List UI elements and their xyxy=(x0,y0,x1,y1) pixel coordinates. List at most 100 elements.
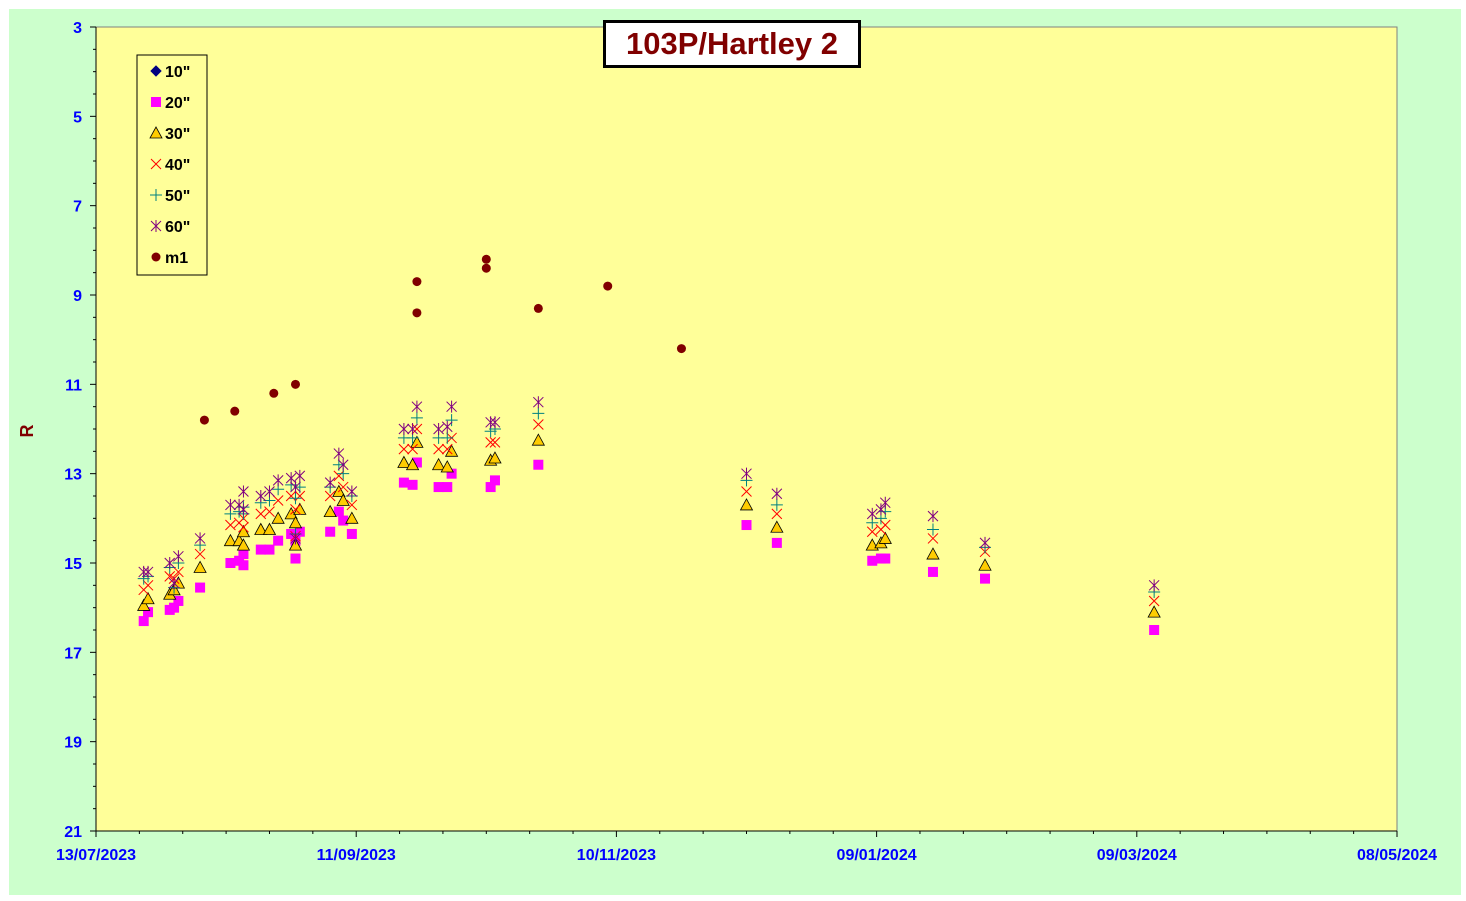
x-marker-stroke xyxy=(173,566,184,578)
data-point xyxy=(440,460,454,473)
data-point xyxy=(285,490,297,502)
data-point xyxy=(271,511,285,524)
legend-item: m1 xyxy=(151,250,188,267)
data-point xyxy=(433,443,444,455)
y-tick-label: 5 xyxy=(73,109,82,126)
data-point xyxy=(879,496,891,509)
data-point xyxy=(323,504,337,518)
data-point xyxy=(333,506,344,517)
data-point xyxy=(137,598,151,611)
data-point xyxy=(238,503,249,516)
data-point xyxy=(193,560,207,573)
data-point xyxy=(441,443,453,455)
data-point xyxy=(980,573,991,584)
data-point xyxy=(481,263,491,273)
x-marker-stroke xyxy=(238,521,249,533)
data-point xyxy=(238,485,249,498)
data-point xyxy=(1147,605,1161,618)
data-point xyxy=(337,481,349,493)
x-marker-stroke xyxy=(771,508,783,520)
data-point xyxy=(143,607,154,618)
x-marker-stroke xyxy=(485,437,496,448)
data-point xyxy=(407,443,418,455)
plot-area xyxy=(95,26,1398,832)
series-50-points xyxy=(137,407,1161,599)
data-point xyxy=(411,423,423,435)
x-marker-stroke xyxy=(194,548,206,560)
x-tick-label: 09/01/2024 xyxy=(837,847,917,864)
data-point xyxy=(173,550,184,563)
legend-label: m1 xyxy=(165,250,188,267)
data-point xyxy=(225,558,236,568)
data-point xyxy=(398,443,410,455)
y-tick-label: 19 xyxy=(64,735,82,752)
data-point xyxy=(264,544,275,555)
x-marker-stroke xyxy=(411,423,423,435)
x-marker-stroke xyxy=(879,519,891,531)
data-point xyxy=(875,503,887,516)
legend-item: 50" xyxy=(150,188,190,205)
legend-label: 30" xyxy=(165,126,190,143)
data-point xyxy=(927,510,939,523)
data-point xyxy=(262,522,277,535)
data-point xyxy=(238,521,249,533)
data-point xyxy=(927,566,938,577)
data-point xyxy=(273,535,284,546)
data-point xyxy=(489,475,500,486)
series-40-points xyxy=(138,419,1160,607)
x-marker-stroke xyxy=(255,508,267,520)
data-point xyxy=(446,468,457,479)
data-point xyxy=(149,126,163,139)
x-marker-stroke xyxy=(441,443,453,455)
data-point xyxy=(398,423,410,435)
x-marker-stroke xyxy=(285,490,297,502)
data-point xyxy=(290,504,301,515)
data-point xyxy=(236,538,251,551)
data-point xyxy=(230,406,240,416)
y-tick-label: 9 xyxy=(73,288,82,305)
data-point xyxy=(269,388,279,398)
x-marker-stroke xyxy=(346,499,358,511)
x-marker-stroke xyxy=(398,443,410,455)
x-marker-stroke xyxy=(927,533,939,544)
legend: 10" 20" 30" 40" 50" 60" m1 xyxy=(136,54,208,276)
data-point xyxy=(151,97,161,107)
data-point xyxy=(333,470,345,482)
x-tick-label: 13/07/2023 xyxy=(56,847,136,864)
data-point xyxy=(225,519,236,531)
data-point xyxy=(445,414,458,427)
data-point xyxy=(173,595,184,606)
data-point xyxy=(485,482,496,493)
legend-label: 50" xyxy=(165,188,190,205)
data-point xyxy=(336,493,350,506)
data-point xyxy=(324,490,336,502)
data-point xyxy=(288,515,303,529)
data-point xyxy=(1148,595,1160,607)
data-point xyxy=(926,547,940,560)
data-point xyxy=(866,507,878,520)
data-point xyxy=(345,511,359,524)
legend-box xyxy=(136,54,208,276)
data-point xyxy=(405,457,420,471)
x-marker-stroke xyxy=(433,443,444,455)
data-point xyxy=(264,485,275,498)
data-point xyxy=(1149,625,1160,635)
data-point xyxy=(151,252,161,262)
series-30-points xyxy=(137,433,1161,618)
data-point xyxy=(238,560,249,571)
data-point xyxy=(288,538,303,551)
x-marker-stroke xyxy=(741,486,752,497)
series-m1-points xyxy=(199,254,686,425)
data-point xyxy=(195,582,206,593)
x-tick-label: 09/03/2024 xyxy=(1097,847,1177,864)
data-point xyxy=(337,458,349,471)
data-point xyxy=(411,457,422,468)
data-point xyxy=(150,65,162,77)
legend-label: 40" xyxy=(165,157,190,174)
data-point xyxy=(150,189,162,201)
series-60-points xyxy=(138,396,1160,592)
data-point xyxy=(412,308,422,318)
data-point xyxy=(289,492,302,505)
data-point xyxy=(225,498,236,511)
